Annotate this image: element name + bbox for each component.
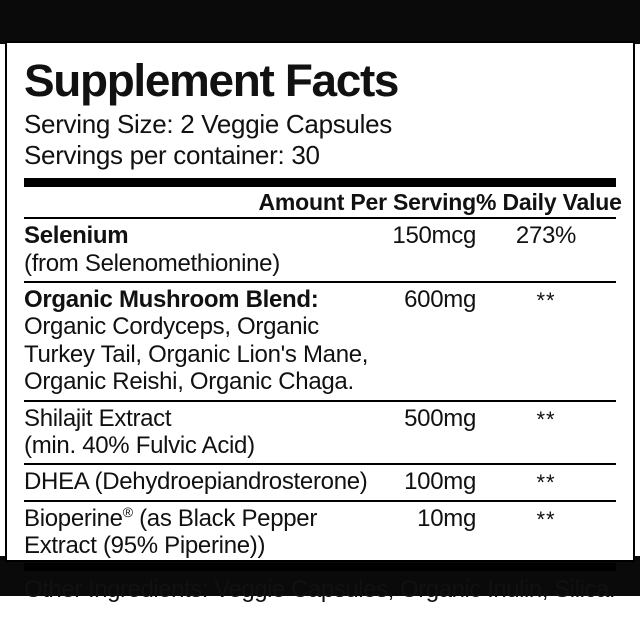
ingredient-name: Selenium <box>24 222 129 250</box>
ingredient-daily-value: ** <box>536 506 556 532</box>
ingredient-name: Organic Mushroom Blend: <box>24 286 319 314</box>
ingredient-name-block: Organic Mushroom Blend: Organic Cordycep… <box>24 286 384 395</box>
ingredient-name-block: DHEA (Dehydroepiandrosterone) <box>24 468 384 495</box>
ingredient-daily-value: ** <box>536 470 556 496</box>
ingredient-amount: 10mg <box>417 504 476 532</box>
rule-below-serving-info <box>24 178 616 188</box>
ingredient-name: DHEA (Dehydroepiandrosterone) <box>24 468 368 496</box>
serving-information: Serving Size: 2 Veggie Capsules Servings… <box>24 109 616 170</box>
product-background-top <box>0 0 640 44</box>
ingredient-subtext: (min. 40% Fulvic Acid) <box>24 431 255 459</box>
servings-per-container-text: Servings per container: 30 <box>24 139 320 170</box>
row-separator <box>24 399 616 402</box>
daily-value-header: % Daily Value <box>476 189 622 216</box>
ingredient-amount: 600mg <box>404 286 476 314</box>
ingredient-daily-value: 273% <box>515 222 577 250</box>
registered-trademark-icon: ® <box>122 503 133 520</box>
table-row: Bioperine® (as Black Pepper Extract (95%… <box>24 502 616 564</box>
ingredient-name: Bioperine® (as Black Pepper Extract (95%… <box>24 503 318 559</box>
ingredient-amount: 500mg <box>404 404 476 432</box>
ingredient-daily-value: ** <box>536 406 556 432</box>
panel-title: Supplement Facts <box>24 55 399 106</box>
ingredient-amount: 100mg <box>404 468 476 496</box>
ingredient-name-block: Selenium (from Selenomethionine) <box>24 222 384 277</box>
ingredient-name: Shilajit Extract <box>24 404 172 432</box>
table-row: Organic Mushroom Blend: Organic Cordycep… <box>24 283 616 399</box>
other-ingredients-text: Other Ingredients: Veggie Capsules, Orga… <box>24 576 616 604</box>
ingredient-subtext: (from Selenomethionine) <box>24 249 280 277</box>
row-separator <box>24 499 616 502</box>
rule-below-column-headers <box>24 217 616 220</box>
supplement-facts-panel: Supplement Facts Serving Size: 2 Veggie … <box>5 41 635 603</box>
row-separator <box>24 463 616 466</box>
ingredient-subtext: Organic Cordyceps, Organic Turkey Tail, … <box>24 313 369 396</box>
rule-above-other-ingredients <box>24 563 616 572</box>
column-header-row: Amount Per Serving % Daily Value <box>24 187 622 217</box>
ingredient-daily-value: ** <box>536 288 556 314</box>
table-row: Selenium (from Selenomethionine) 150mcg … <box>24 219 616 281</box>
ingredient-name-block: Shilajit Extract (min. 40% Fulvic Acid) <box>24 405 384 460</box>
table-row: DHEA (Dehydroepiandrosterone) 100mg ** <box>24 465 616 499</box>
row-separator <box>24 281 616 284</box>
amount-per-serving-header: Amount Per Serving <box>258 189 477 216</box>
ingredient-amount: 150mcg <box>392 222 476 250</box>
ingredient-name-block: Bioperine® (as Black Pepper Extract (95%… <box>24 505 384 560</box>
serving-size-text: Serving Size: 2 Veggie Capsules <box>24 109 392 139</box>
table-row: Shilajit Extract (min. 40% Fulvic Acid) … <box>24 402 616 464</box>
